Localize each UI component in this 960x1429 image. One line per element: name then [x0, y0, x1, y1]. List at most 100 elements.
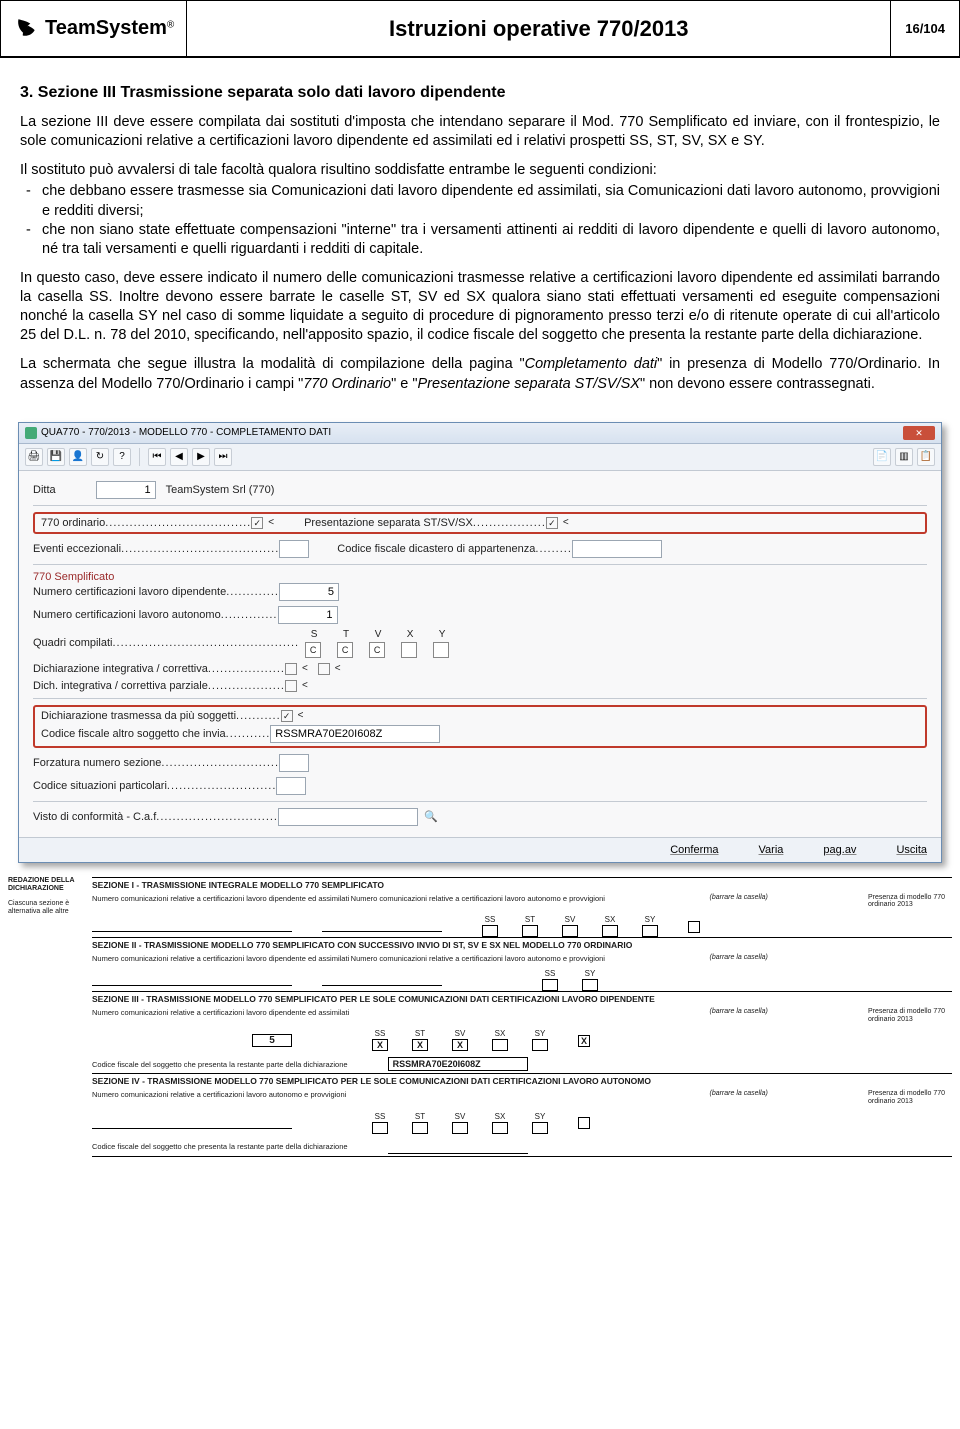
sec1-sv[interactable]: [562, 925, 578, 937]
cb-dic2[interactable]: [318, 663, 330, 675]
btn-uscita[interactable]: Uscita: [896, 844, 927, 856]
sec1-title: SEZIONE I - TRASMISSIONE INTEGRALE MODEL…: [92, 877, 952, 892]
tb-help-icon[interactable]: ?: [113, 448, 131, 466]
label-dt: Dichiarazione trasmessa da più soggetti: [41, 710, 236, 722]
label-fn: Forzatura numero sezione: [33, 757, 161, 769]
logo-cell: TeamSystem®: [1, 1, 187, 56]
btn-varia[interactable]: Varia: [759, 844, 784, 856]
tb-misc-icon[interactable]: 📋: [917, 448, 935, 466]
ditta-num-input[interactable]: [96, 481, 156, 499]
ditta-name: TeamSystem Srl (770): [166, 484, 275, 496]
sec1-pres[interactable]: [688, 921, 700, 933]
section-heading: 3. Sezione III Trasmissione separata sol…: [20, 82, 940, 103]
nav-prev-icon[interactable]: ◀: [170, 448, 188, 466]
sec4-st[interactable]: [412, 1122, 428, 1134]
sec1-input-l[interactable]: [92, 920, 292, 932]
sec4-cf[interactable]: [388, 1140, 528, 1154]
label-dic: Dichiarazione integrativa / correttiva: [33, 663, 208, 675]
sec4-ss[interactable]: [372, 1122, 388, 1134]
sec4-sv[interactable]: [452, 1122, 468, 1134]
sec1-sy[interactable]: [642, 925, 658, 937]
tb-misc-icon[interactable]: ▥: [895, 448, 913, 466]
tb-user-icon[interactable]: 👤: [69, 448, 87, 466]
cb-dip[interactable]: [285, 680, 297, 692]
highlight-box-2: Dichiarazione trasmessa da più soggetti …: [33, 705, 927, 748]
search-icon[interactable]: 🔍: [424, 810, 438, 823]
sec2-title: SEZIONE II - TRASMISSIONE MODELLO 770 SE…: [92, 937, 952, 952]
cb-v[interactable]: C: [369, 642, 385, 658]
toolbar: 🖨 💾 👤 ↻ ? ⏮ ◀ ▶ ⏭ 📄 ▥ 📋: [19, 444, 941, 471]
cb-y[interactable]: [433, 642, 449, 658]
nav-first-icon[interactable]: ⏮: [148, 448, 166, 466]
label-cf-dic: Codice fiscale dicastero di appartenenza: [337, 543, 535, 555]
page-number: 16/104: [890, 1, 959, 56]
sec3-sv[interactable]: X: [452, 1039, 468, 1051]
cs-input[interactable]: [276, 777, 306, 795]
cb-t[interactable]: C: [337, 642, 353, 658]
sec1-sx[interactable]: [602, 925, 618, 937]
nav-last-icon[interactable]: ⏭: [214, 448, 232, 466]
official-form: REDAZIONE DELLA DICHIARAZIONE Ciascuna s…: [8, 877, 952, 1157]
cf-dicastero-input[interactable]: [572, 540, 662, 558]
tb-misc-icon[interactable]: 📄: [873, 448, 891, 466]
form-left-col: REDAZIONE DELLA DICHIARAZIONE Ciascuna s…: [8, 877, 92, 1157]
label-eventi: Eventi eccezionali: [33, 543, 121, 555]
highlight-box-1: 770 ordinario ..........................…: [33, 512, 927, 534]
sec1-ss[interactable]: [482, 925, 498, 937]
sec3-cf[interactable]: RSSMRA70E20I608Z: [388, 1057, 528, 1071]
tb-refresh-icon[interactable]: ↻: [91, 448, 109, 466]
window-titlebar: QUA770 - 770/2013 - MODELLO 770 - COMPLE…: [19, 423, 941, 444]
app-icon: [25, 427, 37, 439]
close-button[interactable]: ✕: [903, 426, 935, 440]
sec4-input[interactable]: [92, 1117, 292, 1129]
sec4-sy[interactable]: [532, 1122, 548, 1134]
sec1-input-r[interactable]: [322, 920, 442, 932]
label-qc: Quadri compilati: [33, 637, 112, 649]
checkbox-pres-sep[interactable]: ✓: [546, 517, 558, 529]
label-cs: Codice situazioni particolari: [33, 780, 167, 792]
eventi-input[interactable]: [279, 540, 309, 558]
content: 3. Sezione III Trasmissione separata sol…: [0, 58, 960, 414]
sec3-sx[interactable]: [492, 1039, 508, 1051]
sec2-ss[interactable]: [542, 979, 558, 991]
list-item: che non siano state effettuate compensaz…: [42, 221, 940, 259]
sec4-sx[interactable]: [492, 1122, 508, 1134]
sec3-sy[interactable]: [532, 1039, 548, 1051]
sec3-st[interactable]: X: [412, 1039, 428, 1051]
ncd-input[interactable]: [279, 583, 339, 601]
cb-s[interactable]: C: [305, 642, 321, 658]
app-screenshot: QUA770 - 770/2013 - MODELLO 770 - COMPLE…: [18, 422, 942, 863]
cb-dt[interactable]: ✓: [281, 710, 293, 722]
para-3: In questo caso, deve essere indicato il …: [20, 269, 940, 346]
window-title: QUA770 - 770/2013 - MODELLO 770 - COMPLE…: [41, 427, 331, 438]
sec3-pres[interactable]: X: [578, 1035, 590, 1047]
label-cf: Codice fiscale altro soggetto che invia: [41, 728, 226, 740]
nav-next-icon[interactable]: ▶: [192, 448, 210, 466]
btn-pagav[interactable]: pag.av: [823, 844, 856, 856]
page-header: TeamSystem® Istruzioni operative 770/201…: [0, 0, 960, 58]
sec2-sy[interactable]: [582, 979, 598, 991]
cf-input[interactable]: [270, 725, 440, 743]
para-1: La sezione III deve essere compilata dai…: [20, 113, 940, 151]
nca-input[interactable]: [278, 606, 338, 624]
visto-input[interactable]: [278, 808, 418, 826]
btn-conferma[interactable]: Conferma: [670, 844, 718, 856]
sec1-st[interactable]: [522, 925, 538, 937]
cb-x[interactable]: [401, 642, 417, 658]
sec1-right: Numero comunicazioni relative a certific…: [351, 894, 610, 903]
sec2-input-r[interactable]: [322, 974, 442, 986]
checkbox-770ord[interactable]: ✓: [251, 517, 263, 529]
sec3-num[interactable]: 5: [252, 1034, 292, 1047]
cb-dic1[interactable]: [285, 663, 297, 675]
tb-print-icon[interactable]: 🖨: [25, 448, 43, 466]
form-footer: Conferma Varia pag.av Uscita: [19, 837, 941, 862]
logo-text: TeamSystem®: [45, 17, 174, 40]
fn-input[interactable]: [279, 754, 309, 772]
para-4: La schermata che segue illustra la modal…: [20, 355, 940, 393]
label-semplificato: 770 Semplificato: [33, 571, 927, 583]
tb-save-icon[interactable]: 💾: [47, 448, 65, 466]
sec4-pres[interactable]: [578, 1117, 590, 1129]
sec2-input-l[interactable]: [92, 974, 292, 986]
sec3-ss[interactable]: X: [372, 1039, 388, 1051]
label-pres-sep: Presentazione separata ST/SV/SX: [304, 517, 473, 529]
